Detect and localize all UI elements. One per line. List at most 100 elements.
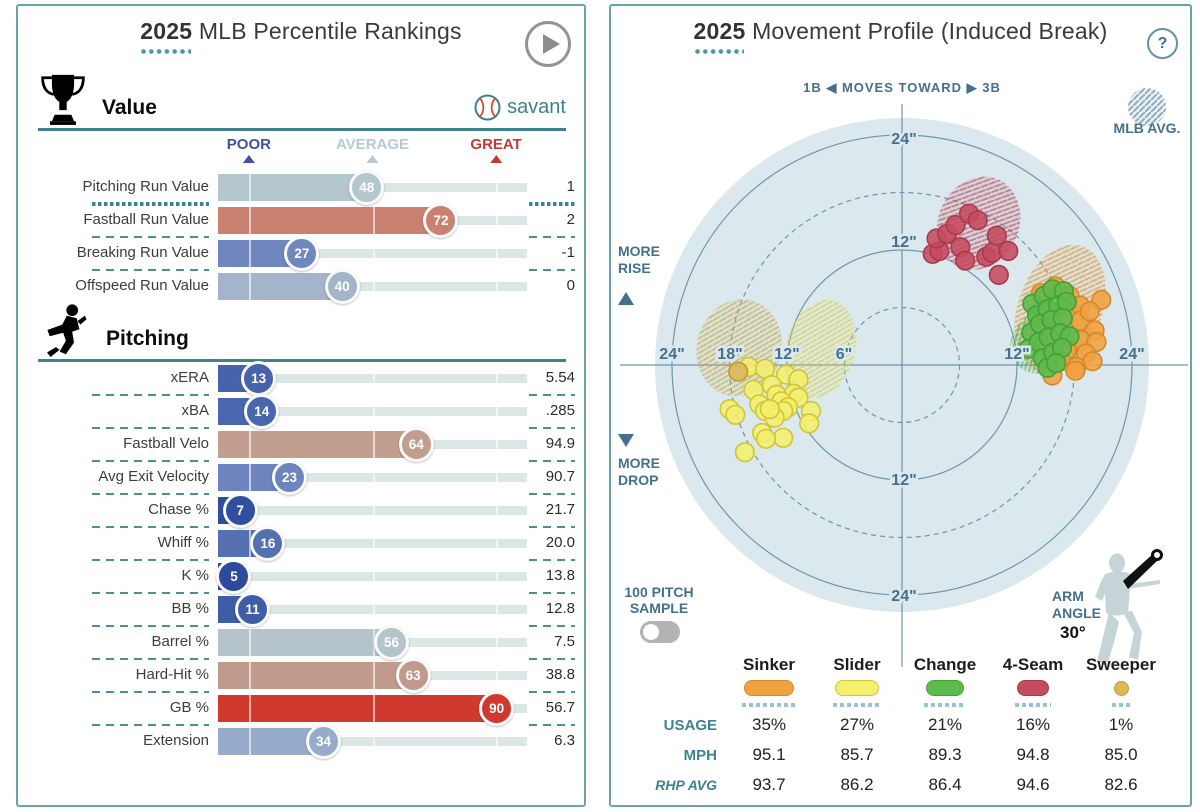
dots-sweeper[interactable] <box>728 361 749 382</box>
percentile-bubble: 16 <box>250 526 286 561</box>
table-row: MPH 95.1 85.7 89.3 94.8 85.0 <box>613 740 1173 770</box>
bar-tick <box>372 728 375 755</box>
pitch-scatter-dots <box>719 203 1112 463</box>
percentile-bar[interactable]: 34 <box>218 724 527 759</box>
rhp-avg-value: 86.4 <box>928 775 962 794</box>
arm-angle-graphic: ARM ANGLE 30° <box>1052 549 1163 665</box>
play-button[interactable] <box>525 21 571 67</box>
title-text: MLB Percentile Rankings <box>198 18 462 44</box>
percentile-bar[interactable]: 63 <box>218 658 527 693</box>
bar-tick <box>372 365 375 392</box>
percentile-bar[interactable]: 48 <box>218 170 527 205</box>
stat-label: Fastball Run Value <box>83 211 209 228</box>
bar-tick <box>496 207 499 234</box>
pitch-color-pill <box>835 680 879 696</box>
percentile-bar[interactable]: 64 <box>218 427 527 462</box>
percentile-bar[interactable]: 5 <box>216 559 527 594</box>
bar-fill <box>218 207 441 234</box>
bar-fill <box>218 662 413 689</box>
table-row: Sinker Slider Change 4-Seam Sweeper <box>613 652 1173 678</box>
pitch-color-pill <box>926 680 964 696</box>
svg-text:100 PITCH: 100 PITCH <box>624 584 693 600</box>
moves-toward-label: 1B ◀ MOVES TOWARD ▶ 3B <box>803 80 1001 95</box>
bar-fill <box>218 174 367 201</box>
value-section-header: Value savant <box>38 72 566 131</box>
bar-tick <box>372 563 375 590</box>
right-panel-title: 2025 Movement Profile (Induced Break) <box>611 18 1190 45</box>
percentile-row: Hard-Hit % 63 38.8 <box>18 658 584 693</box>
bar-tick <box>248 431 251 458</box>
bar-tick <box>372 207 375 234</box>
bar-tick <box>496 431 499 458</box>
bar-tick <box>372 497 375 524</box>
percentile-bar[interactable]: 11 <box>218 592 527 627</box>
percentile-bar[interactable]: 90 <box>218 691 527 726</box>
bar-tick <box>496 273 499 300</box>
pitch-pill-cell <box>725 680 813 696</box>
scale-marker-arrow-icon <box>242 155 255 163</box>
stat-label: Avg Exit Velocity <box>98 468 209 485</box>
bar-tick <box>248 629 251 656</box>
pill-underline-dots <box>1111 703 1131 707</box>
value-rows: Pitching Run Value 48 1 Fastball Run Value 7… <box>18 170 584 304</box>
svg-text:MORE: MORE <box>618 243 660 259</box>
percentile-bar[interactable]: 13 <box>218 361 527 396</box>
tick-top-24: 24" <box>891 131 916 148</box>
percentile-row: GB % 90 56.7 <box>18 691 584 726</box>
rhp-avg-value: 93.7 <box>752 775 786 794</box>
stat-label: K % <box>181 567 209 584</box>
stat-value: -1 <box>561 244 575 261</box>
bar-tick <box>372 662 375 689</box>
rhp-avg-value: 94.6 <box>1016 775 1050 794</box>
dots-change[interactable] <box>1018 279 1080 379</box>
savant-logo[interactable]: savant <box>474 94 566 121</box>
dots-4-seam[interactable] <box>922 203 1019 285</box>
scale-marker-arrow-icon <box>366 155 379 163</box>
bar-tick <box>496 174 499 201</box>
stat-value: 90.7 <box>545 468 575 485</box>
percentile-bar[interactable]: 72 <box>218 203 527 238</box>
pitch-name: Slider <box>833 655 881 674</box>
mph-value: 95.1 <box>752 745 786 764</box>
percentile-row: K % 5 13.8 <box>18 559 584 594</box>
percentile-bar[interactable]: 16 <box>218 526 527 561</box>
pitching-section-title: Pitching <box>106 327 189 350</box>
mph-value: 89.3 <box>928 745 962 764</box>
dots-slider[interactable] <box>719 356 822 463</box>
baseball-icon <box>474 94 501 121</box>
percentile-bubble: 40 <box>324 269 360 304</box>
percentile-bubble: 11 <box>234 592 270 627</box>
bar-tick <box>248 240 251 267</box>
mph-value: 85.0 <box>1104 745 1138 764</box>
scale-marker-great: GREAT <box>470 137 522 163</box>
pitch-color-pill <box>1017 680 1049 696</box>
bar-tick <box>496 629 499 656</box>
tick-left-18: 18" <box>717 346 742 363</box>
table-row <box>613 678 1173 698</box>
bar-fill <box>218 728 324 755</box>
scale-marker-poor: POOR <box>227 137 271 163</box>
help-button[interactable]: ? <box>1147 28 1178 59</box>
pitch-sample-toggle[interactable] <box>640 621 680 643</box>
pitch-name: Change <box>913 655 977 674</box>
percentile-row: xERA 13 5.54 <box>18 361 584 396</box>
percentile-row: Pitching Run Value 48 1 <box>18 170 584 205</box>
percentile-bar[interactable]: 27 <box>218 236 527 271</box>
percentile-bar[interactable]: 23 <box>218 460 527 495</box>
bar-tick <box>496 497 499 524</box>
percentile-row: xBA 14 .285 <box>18 394 584 429</box>
right-panel-header: 2025 Movement Profile (Induced Break) ? <box>611 6 1190 62</box>
percentile-bar[interactable]: 14 <box>218 394 527 429</box>
stat-value: 94.9 <box>545 435 575 452</box>
percentile-bar[interactable]: 7 <box>218 493 527 528</box>
bar-tick <box>372 530 375 557</box>
bar-tick <box>496 365 499 392</box>
pitch-dots-cell <box>725 701 813 707</box>
tick-top-12: 12" <box>891 234 916 251</box>
usage-value: 21% <box>927 715 963 734</box>
percentile-bar[interactable]: 56 <box>218 625 527 660</box>
percentile-bar[interactable]: 40 <box>218 269 527 304</box>
bar-tick <box>372 464 375 491</box>
tick-bottom-12: 12" <box>891 472 916 489</box>
bar-fill <box>218 431 416 458</box>
